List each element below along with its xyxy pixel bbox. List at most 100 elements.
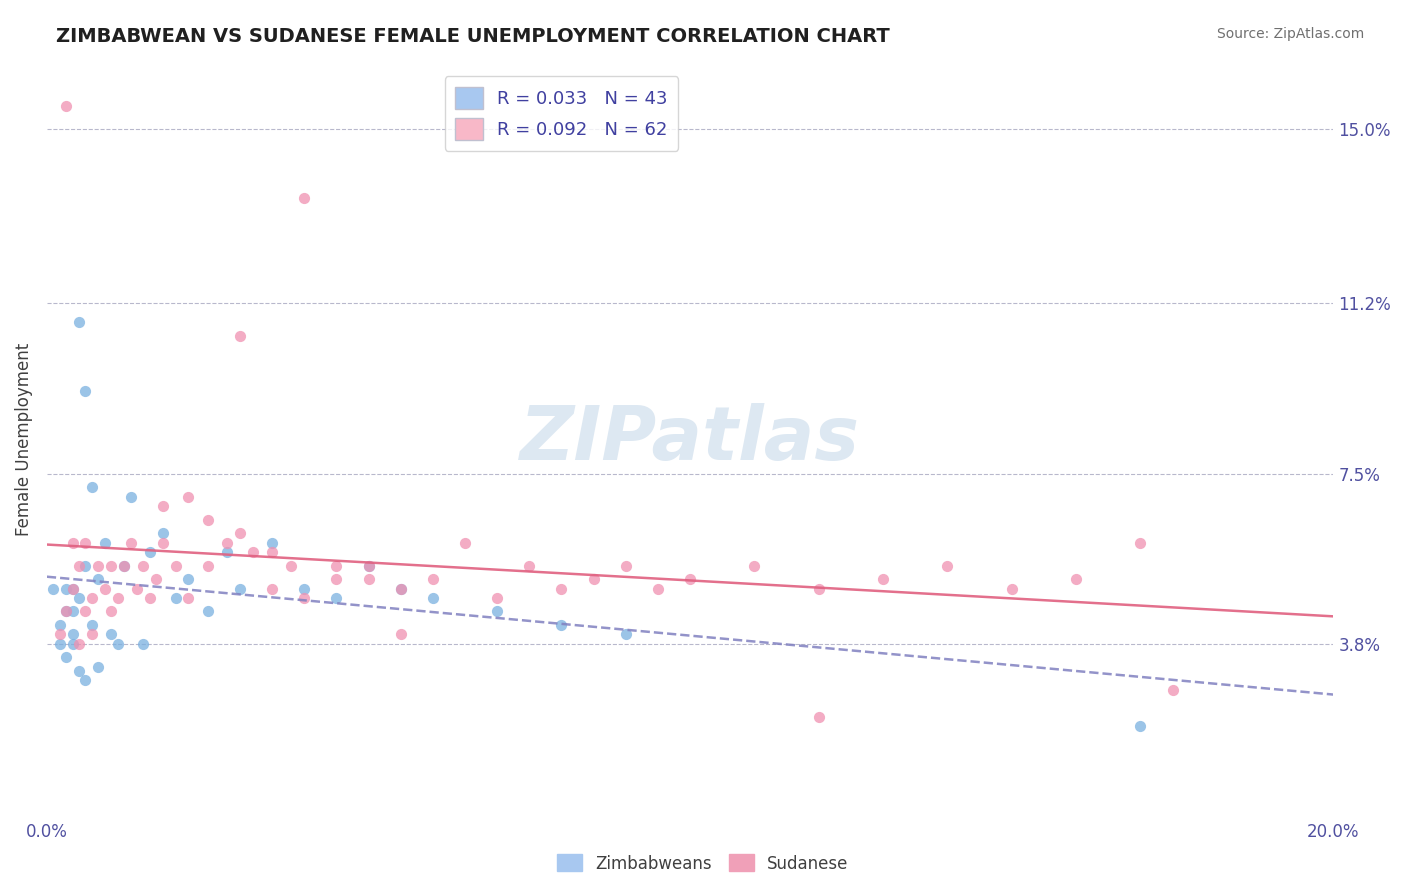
Point xyxy=(55,582,77,596)
Point xyxy=(422,572,444,586)
Point xyxy=(55,98,77,112)
Point xyxy=(139,545,162,559)
Point xyxy=(614,558,637,573)
Point xyxy=(145,572,167,586)
Point xyxy=(550,582,572,596)
Point xyxy=(197,605,219,619)
Point xyxy=(647,582,669,596)
Point xyxy=(120,490,142,504)
Point xyxy=(67,558,90,573)
Point xyxy=(87,558,110,573)
Point xyxy=(75,558,97,573)
Point xyxy=(152,535,174,549)
Point xyxy=(215,535,238,549)
Point xyxy=(486,605,509,619)
Point xyxy=(357,558,380,573)
Point xyxy=(1161,682,1184,697)
Point xyxy=(132,637,155,651)
Point xyxy=(550,618,572,632)
Point xyxy=(132,558,155,573)
Point xyxy=(48,637,70,651)
Point xyxy=(389,582,412,596)
Point xyxy=(357,572,380,586)
Point xyxy=(62,582,84,596)
Point xyxy=(62,627,84,641)
Point xyxy=(62,605,84,619)
Point xyxy=(94,535,117,549)
Point xyxy=(100,558,122,573)
Point xyxy=(42,582,65,596)
Point xyxy=(292,582,315,596)
Point xyxy=(177,490,200,504)
Point xyxy=(112,558,135,573)
Point xyxy=(177,591,200,605)
Point xyxy=(112,558,135,573)
Point xyxy=(280,558,302,573)
Text: ZIMBABWEAN VS SUDANESE FEMALE UNEMPLOYMENT CORRELATION CHART: ZIMBABWEAN VS SUDANESE FEMALE UNEMPLOYME… xyxy=(56,27,890,45)
Text: ZIPatlas: ZIPatlas xyxy=(520,402,860,475)
Point xyxy=(67,591,90,605)
Point xyxy=(94,582,117,596)
Point xyxy=(1064,572,1087,586)
Text: Source: ZipAtlas.com: Source: ZipAtlas.com xyxy=(1216,27,1364,41)
Point xyxy=(165,591,187,605)
Point xyxy=(197,558,219,573)
Point xyxy=(872,572,894,586)
Point xyxy=(67,637,90,651)
Point xyxy=(1129,535,1152,549)
Point xyxy=(197,512,219,526)
Point xyxy=(486,591,509,605)
Point xyxy=(454,535,477,549)
Y-axis label: Female Unemployment: Female Unemployment xyxy=(15,343,32,536)
Point xyxy=(87,572,110,586)
Point xyxy=(75,384,97,398)
Point xyxy=(62,535,84,549)
Point xyxy=(107,591,129,605)
Point xyxy=(165,558,187,573)
Point xyxy=(325,572,347,586)
Point xyxy=(152,499,174,513)
Point xyxy=(75,673,97,688)
Point xyxy=(614,627,637,641)
Point xyxy=(177,572,200,586)
Point xyxy=(80,480,103,494)
Point xyxy=(325,591,347,605)
Point xyxy=(389,627,412,641)
Legend: Zimbabweans, Sudanese: Zimbabweans, Sudanese xyxy=(551,847,855,880)
Point xyxy=(260,582,283,596)
Point xyxy=(582,572,605,586)
Point xyxy=(125,582,148,596)
Point xyxy=(62,637,84,651)
Point xyxy=(422,591,444,605)
Point xyxy=(389,582,412,596)
Point xyxy=(55,605,77,619)
Point xyxy=(55,605,77,619)
Point xyxy=(260,535,283,549)
Point xyxy=(80,618,103,632)
Point xyxy=(325,558,347,573)
Point xyxy=(100,627,122,641)
Point xyxy=(292,190,315,204)
Point xyxy=(67,665,90,679)
Point xyxy=(48,618,70,632)
Point xyxy=(139,591,162,605)
Point xyxy=(215,545,238,559)
Point xyxy=(229,526,252,541)
Point xyxy=(260,545,283,559)
Legend: R = 0.033   N = 43, R = 0.092   N = 62: R = 0.033 N = 43, R = 0.092 N = 62 xyxy=(444,76,678,151)
Point xyxy=(48,627,70,641)
Point xyxy=(100,605,122,619)
Point xyxy=(936,558,959,573)
Point xyxy=(242,545,264,559)
Point xyxy=(80,591,103,605)
Point xyxy=(229,582,252,596)
Point xyxy=(292,591,315,605)
Point xyxy=(229,328,252,343)
Point xyxy=(67,315,90,329)
Point xyxy=(62,582,84,596)
Point xyxy=(807,710,830,724)
Point xyxy=(807,582,830,596)
Point xyxy=(517,558,540,573)
Point xyxy=(679,572,702,586)
Point xyxy=(357,558,380,573)
